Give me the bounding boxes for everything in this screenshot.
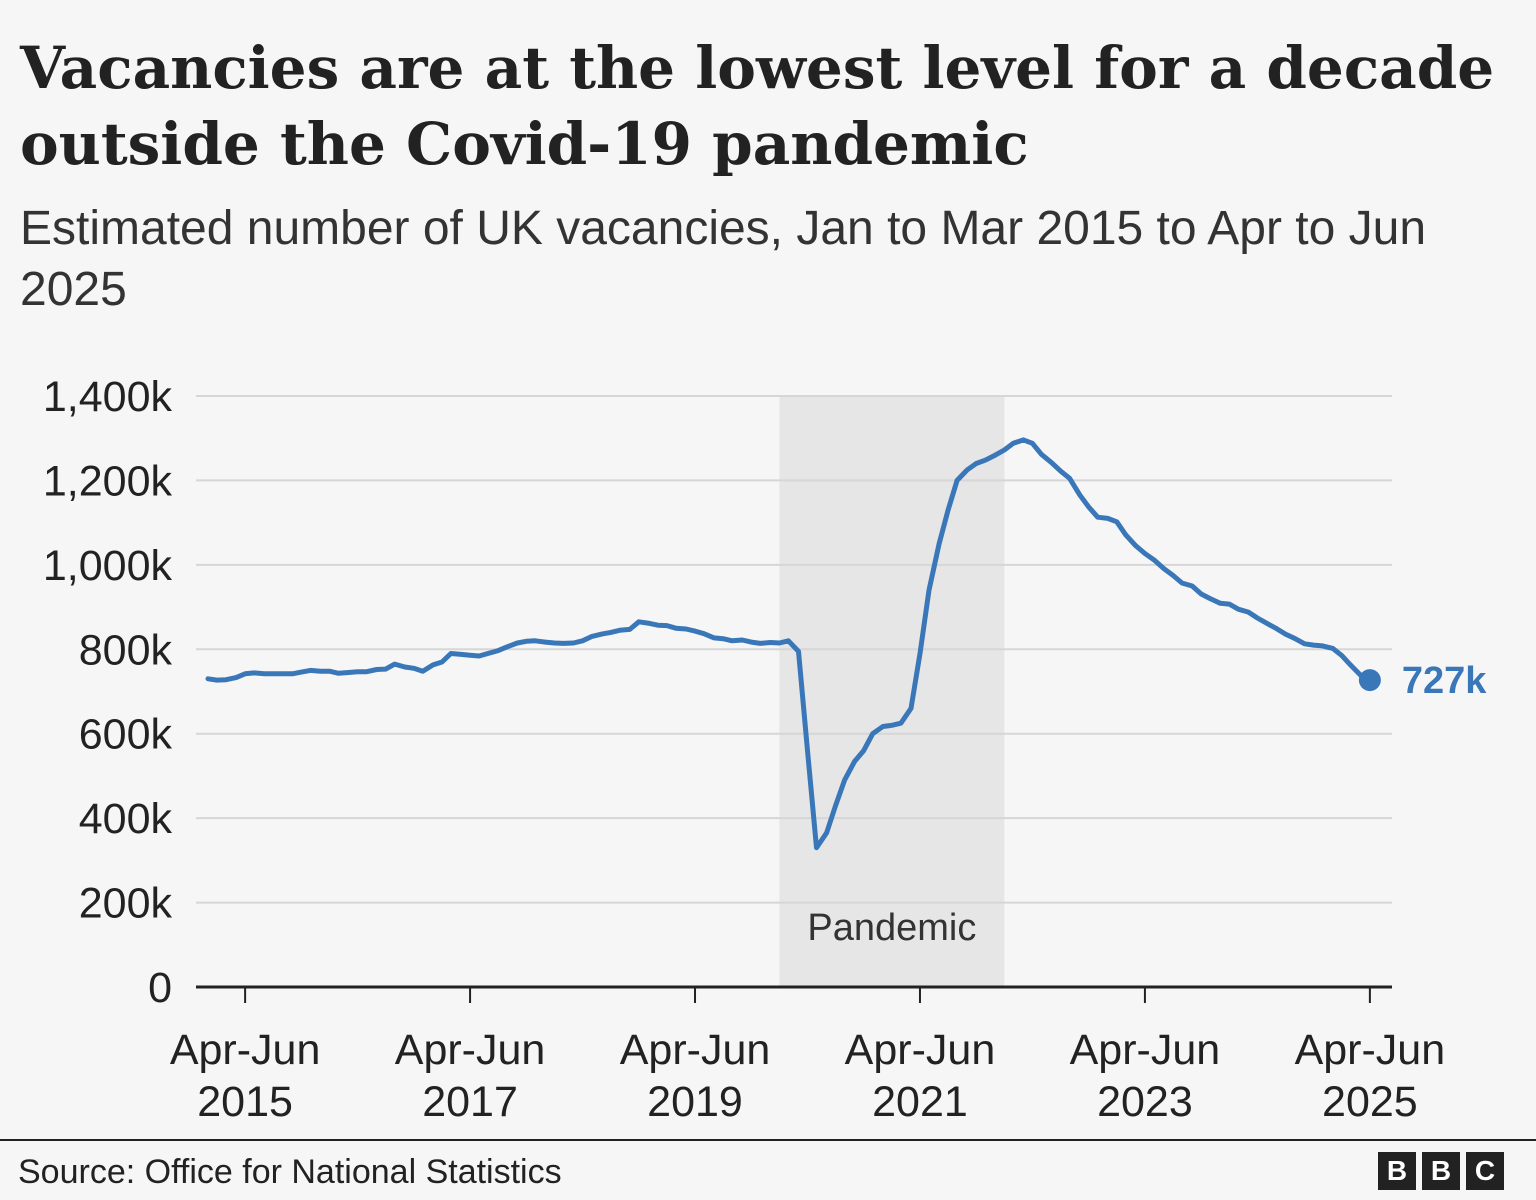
x-tick-label-year: 2023 [1097,1078,1193,1126]
pandemic-label: Pandemic [807,907,976,949]
line-chart: Pandemic 0 200k 400k 600k 800k 1,000k 1,200k 1,… [43,373,1487,1126]
footer-divider [0,1139,1536,1141]
x-tick-label-period: Apr-Jun [1070,1026,1221,1074]
source-note: Source: Office for National Statistics [18,1153,562,1191]
chart-title: Vacancies are at the lowest level for a … [20,34,1495,178]
x-axis [196,985,1392,1003]
y-tick-label: 1,000k [43,542,173,590]
y-tick-label: 1,200k [43,457,173,505]
y-tick-label: 1,400k [43,373,173,421]
y-tick-label: 200k [79,880,173,928]
series-layer: 727k [205,437,1487,851]
pandemic-band-layer: Pandemic [779,396,1005,987]
y-tick-label: 600k [79,711,173,759]
bbc-logo: B B C [1378,1152,1504,1190]
logo-block-b1: B [1378,1152,1416,1190]
y-tick-label: 400k [79,795,173,843]
x-tick-label-period: Apr-Jun [1295,1026,1446,1074]
x-tick-label-year: 2015 [197,1078,293,1126]
x-tick-label-year: 2021 [872,1078,968,1126]
x-tick-label-year: 2017 [422,1078,518,1126]
latest-value-marker [1358,669,1381,692]
x-tick-label-period: Apr-Jun [170,1026,321,1074]
x-tick-label-period: Apr-Jun [845,1026,996,1074]
y-axis-labels: 0 200k 400k 600k 800k 1,000k 1,200k 1,400k [43,373,173,1012]
logo-block-b2: B [1422,1152,1460,1190]
logo-block-c: C [1466,1152,1504,1190]
x-tick-label-period: Apr-Jun [620,1026,771,1074]
x-tick-label-year: 2025 [1322,1078,1418,1126]
pandemic-band [779,396,1005,987]
x-axis-labels: Apr-Jun2015Apr-Jun2017Apr-Jun2019Apr-Jun… [170,1026,1445,1126]
y-tick-label: 0 [148,964,172,1012]
y-tick-label: 800k [79,626,173,674]
latest-value-label: 727k [1402,660,1487,702]
chart-subtitle: Estimated number of UK vacancies, Jan to… [20,202,1427,316]
gridlines [196,395,1392,904]
vacancies-series-line [205,437,1373,851]
x-tick-label-period: Apr-Jun [395,1026,546,1074]
x-tick-label-year: 2019 [647,1078,743,1126]
